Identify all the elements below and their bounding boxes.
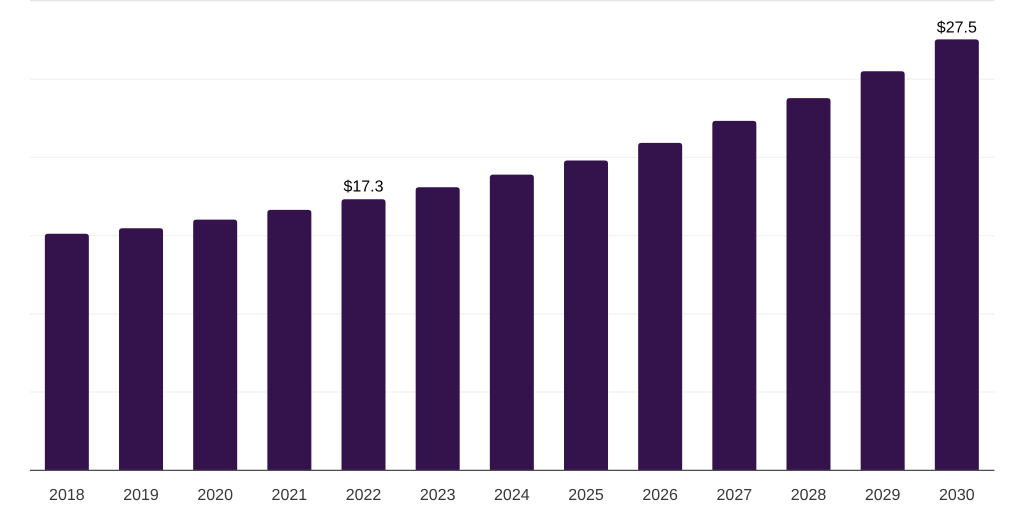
svg-text:2026: 2026 bbox=[642, 487, 678, 504]
svg-text:2027: 2027 bbox=[717, 487, 753, 504]
svg-text:2024: 2024 bbox=[494, 487, 530, 504]
svg-text:2029: 2029 bbox=[865, 487, 901, 504]
svg-text:2018: 2018 bbox=[49, 487, 85, 504]
svg-text:2020: 2020 bbox=[197, 487, 233, 504]
svg-text:2025: 2025 bbox=[568, 487, 604, 504]
svg-text:2022: 2022 bbox=[346, 487, 382, 504]
svg-text:2028: 2028 bbox=[791, 487, 827, 504]
svg-text:$17.3: $17.3 bbox=[343, 179, 383, 196]
svg-text:2030: 2030 bbox=[939, 487, 975, 504]
svg-text:2019: 2019 bbox=[123, 487, 159, 504]
svg-text:2021: 2021 bbox=[272, 487, 308, 504]
svg-text:$27.5: $27.5 bbox=[937, 19, 977, 36]
svg-text:2023: 2023 bbox=[420, 487, 456, 504]
